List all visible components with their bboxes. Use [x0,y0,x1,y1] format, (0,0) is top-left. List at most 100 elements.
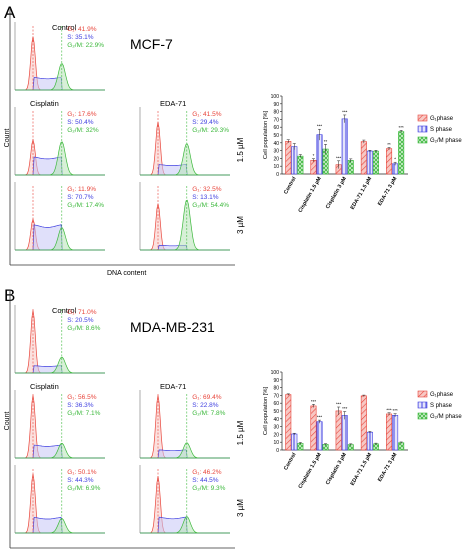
row-label-1-5uM: 1.5 µM [236,137,245,162]
y-tick-label: 60 [273,125,279,131]
bar-0 [386,413,393,451]
bar-1 [316,134,323,175]
category-label: Cisplatin 3 µM [325,176,348,210]
y-tick-label: 50 [273,133,279,139]
g2m-peak [15,518,105,534]
category-label: Cisplatin 1.5 µM [298,175,324,213]
g2m-percent: G₂/M: 8.6% [67,325,100,332]
y-axis-label: Count [4,129,11,148]
y-tick-label: 100 [271,370,280,376]
category-label: Control [283,452,298,472]
significance-mark: *** [392,408,398,413]
col-header-cisplatin: Cisplatin [30,382,59,391]
y-tick-label: 90 [273,378,279,384]
bar-1 [366,431,373,451]
bar-2 [398,442,405,451]
cell-line-title: MDA-MB-231 [130,319,215,335]
bar-0 [360,395,367,451]
s-percent: S: 22.8% [192,402,219,409]
significance-mark: *** [399,125,405,130]
bar-2 [372,443,379,451]
bar-2 [297,442,304,451]
legend-swatch-0 [417,114,428,122]
y-tick-label: 0 [276,172,279,178]
g2m-peak [15,443,105,459]
s-percent: S: 35.1% [67,34,94,41]
bar-2 [398,131,405,175]
g2m-peak [140,143,230,176]
g2m-peak [15,141,105,176]
significance-mark: * [313,153,315,158]
legend-swatch-2 [417,136,428,144]
y-axis-label: Cell population [%] [263,386,269,435]
y-tick-label: 40 [273,141,279,147]
y-tick-label: 40 [273,417,279,423]
y-tick-label: 80 [273,110,279,116]
bar-0 [386,148,393,175]
significance-mark: *** [342,109,348,114]
s-percent: S: 44.5% [192,477,219,484]
s-percent: S: 13.1% [192,194,219,201]
bar-0 [360,141,367,175]
legend-swatch-2 [417,412,428,420]
s-percent: S: 44.3% [67,477,94,484]
g1-percent: G₁: 46.2% [192,469,222,476]
bar-2 [347,444,354,451]
panel-B: BMDA-MB-231DNA contentCountControlCispla… [4,286,245,549]
g2m-peak [15,63,105,91]
bar-1 [392,414,399,451]
g1-percent: G₁: 41.5% [192,111,222,118]
significance-mark: *** [336,155,342,160]
y-tick-label: 30 [273,425,279,431]
bar-1 [366,150,373,175]
y-tick-label: 10 [273,164,279,170]
g2m-percent: G₂/M: 7.1% [67,410,100,417]
y-tick-label: 50 [273,409,279,415]
bar-1 [316,421,323,451]
s-percent: S: 36.3% [67,402,94,409]
s-percent: S: 29.4% [192,119,219,126]
y-axis-label: Cell population [%] [263,110,269,159]
g1-percent: G₁: 41.9% [67,26,97,33]
y-tick-label: 70 [273,393,279,399]
legend-label: G₁phase [430,392,454,398]
y-tick-label: 20 [273,432,279,438]
row-label-1-5uM: 1.5 µM [236,420,245,445]
bar-1 [341,415,348,451]
legend-label: S phase [430,403,453,409]
category-label: Cisplatin 3 µM [325,452,348,486]
category-label: Cisplatin 1.5 µM [298,451,324,489]
g2m-percent: G₂/M: 32% [67,127,99,134]
g1-percent: G₁: 11.9% [67,186,96,193]
legend-swatch-1 [417,125,428,133]
y-tick-label: 100 [271,94,280,100]
g2m-percent: G₂/M: 9.3% [192,485,225,492]
g2m-percent: G₂/M: 7.8% [192,410,225,417]
g1-percent: G₁: 32.5% [192,186,222,193]
y-tick-label: 10 [273,440,279,446]
bar-0 [285,141,292,175]
g1-percent: G₁: 71.0% [67,309,97,316]
significance-mark: ** [387,142,391,147]
g2m-percent: G₂/M: 17.4% [67,202,104,209]
y-tick-label: 70 [273,117,279,123]
legend-swatch-1 [417,401,428,409]
col-header-eda71: EDA-71 [160,99,186,108]
g1-percent: G₁: 69.4% [192,394,222,401]
y-tick-label: 80 [273,386,279,392]
s-percent: S: 50.4% [67,119,94,126]
g1-percent: G₁: 50.1% [67,469,97,476]
significance-mark: *** [317,415,323,420]
significance-mark: *** [317,124,323,129]
g2m-peak [140,516,230,534]
significance-mark: *** [386,407,392,412]
bar-2 [347,160,354,175]
g2m-peak [15,356,105,374]
row-label-3uM: 3 µM [236,499,245,517]
category-label: EDA-71 3 µM [377,176,399,207]
bar-0 [335,410,342,451]
